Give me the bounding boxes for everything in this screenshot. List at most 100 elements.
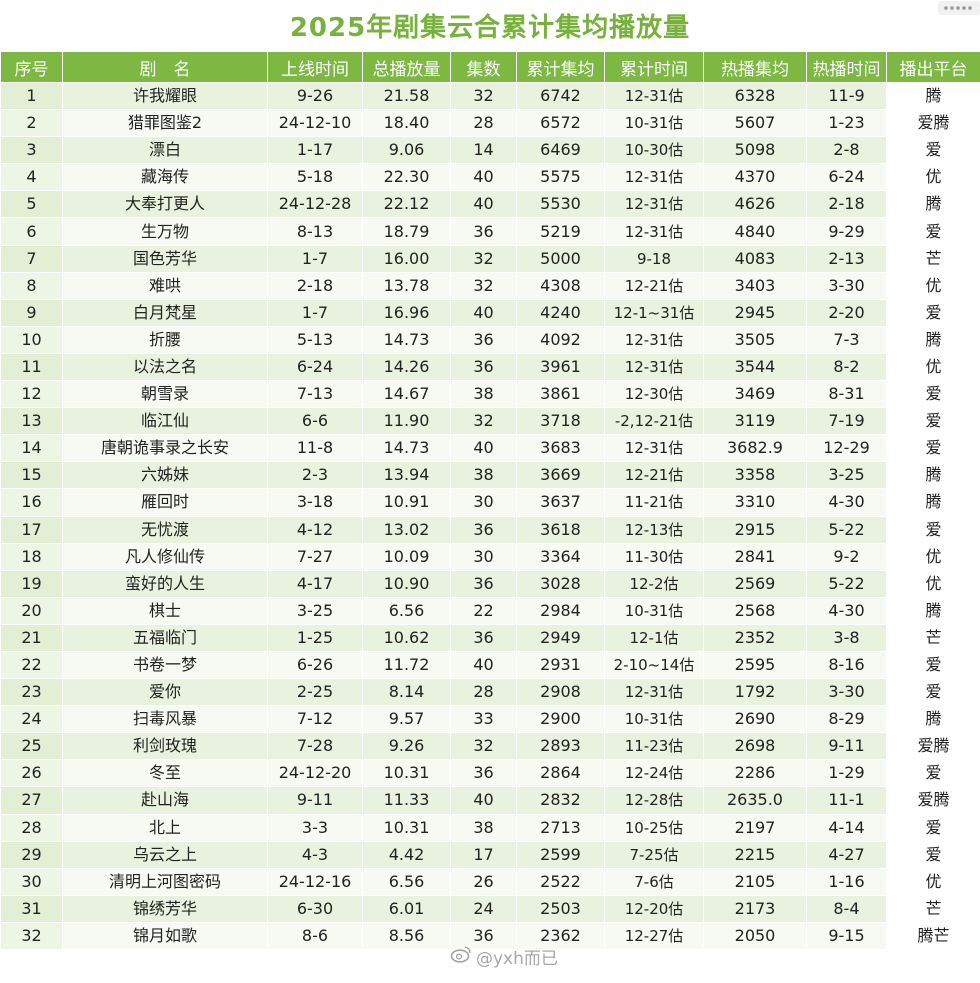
peak-time-cell: 9-29 [806,217,887,246]
cumulative-avg-cell: 3637 [516,488,605,517]
release-date-cell: 4-3 [267,840,363,869]
release-date-cell: 1-17 [267,136,363,165]
column-header: 上线时间 [267,51,363,83]
total-views-cell: 22.12 [362,190,451,219]
rank-cell: 21 [0,623,63,652]
rank-cell: 2 [0,109,63,138]
episodes-cell: 40 [450,786,517,815]
total-views-cell: 21.58 [362,81,451,111]
cumulative-time-cell: 12-31估 [604,325,704,354]
rank-cell: 27 [0,786,63,815]
cumulative-time-cell: 12-31估 [604,81,704,111]
platform-cell: 优 [886,352,980,382]
total-views-cell: 18.79 [362,217,451,246]
platform-cell: 优 [886,271,980,300]
episodes-cell: 24 [450,894,517,923]
cumulative-time-cell: 12-21估 [604,271,704,300]
release-date-cell: 8-6 [267,921,363,951]
cumulative-time-cell: 11-21估 [604,488,704,517]
cumulative-avg-cell: 5530 [516,190,605,219]
platform-cell: 腾 [886,190,980,219]
table-row: 32 锦月如歌 8-6 8.56 36 2362 12-27估 2050 9-15 腾芒 [0,921,980,951]
cumulative-avg-cell: 5575 [516,163,605,192]
platform-cell: 爱 [886,407,980,436]
rank-cell: 19 [0,569,63,598]
cumulative-time-cell: 12-20估 [604,894,704,923]
rank-cell: 9 [0,298,63,327]
platform-cell: 腾 [886,461,980,490]
cumulative-avg-cell: 3961 [516,352,605,382]
peak-time-cell: 2-8 [806,136,887,165]
total-views-cell: 16.96 [362,298,451,327]
ellipsis-icon[interactable] [938,0,980,19]
title-cell: 国色芳华 [62,244,268,273]
title-cell: 无忧渡 [62,515,268,544]
table-row: 16 雁回时 3-18 10.91 30 3637 11-21估 3310 4-30 腾 [0,488,980,517]
title-cell: 冬至 [62,759,268,788]
platform-cell: 腾 [886,488,980,517]
title-cell: 折腰 [62,325,268,354]
cumulative-time-cell: 11-30估 [604,542,704,571]
title-cell: 雁回时 [62,488,268,517]
table-row: 9 白月梵星 1-7 16.96 40 4240 12-1~31估 2945 2-20 爱 [0,298,980,327]
release-date-cell: 24-12-10 [267,109,363,138]
table-row: 20 棋士 3-25 6.56 22 2984 10-31估 2568 4-30 腾 [0,596,980,625]
title-cell: 生万物 [62,217,268,246]
column-header: 热播时间 [806,51,887,83]
table-row: 19 蛮好的人生 4-17 10.90 36 3028 12-2估 2569 5-22 优 [0,569,980,598]
table-row: 10 折腰 5-13 14.73 36 4092 12-31估 3505 7-3 腾 [0,325,980,354]
peak-time-cell: 4-30 [806,596,887,625]
total-views-cell: 22.30 [362,163,451,192]
cumulative-avg-cell: 3618 [516,515,605,544]
release-date-cell: 4-17 [267,569,363,598]
episodes-cell: 36 [450,759,517,788]
episodes-cell: 36 [450,352,517,382]
ranking-table: 序号剧 名上线时间 总播放量 集数 累计集均 累计时间 热播集均 热播时间 播出平台 1 许我耀… [0,51,980,951]
platform-cell: 爱 [886,515,980,544]
cumulative-time-cell: 2-10~14估 [604,650,704,680]
platform-cell: 爱 [886,759,980,788]
episodes-cell: 36 [450,623,517,652]
rank-cell: 25 [0,732,63,761]
peak-time-cell: 4-27 [806,840,887,869]
peak-avg-cell: 2197 [703,813,807,842]
peak-time-cell: 8-31 [806,380,887,409]
table-row: 13 临江仙 6-6 11.90 32 3718 -2,12-21估 3119 7-19 爱 [0,407,980,436]
title-cell: 猎罪图鉴2 [62,109,268,138]
total-views-cell: 6.56 [362,867,451,896]
peak-time-cell: 5-22 [806,515,887,544]
peak-avg-cell: 2568 [703,596,807,625]
rank-cell: 29 [0,840,63,869]
cumulative-avg-cell: 4308 [516,271,605,300]
peak-avg-cell: 1792 [703,678,807,707]
total-views-cell: 4.42 [362,840,451,869]
peak-time-cell: 11-9 [806,81,887,111]
platform-cell: 爱 [886,217,980,246]
peak-time-cell: 9-11 [806,732,887,761]
peak-avg-cell: 2841 [703,542,807,571]
cumulative-avg-cell: 2599 [516,840,605,869]
episodes-cell: 32 [450,407,517,436]
total-views-cell: 10.62 [362,623,451,652]
table-row: 25 利剑玫瑰 7-28 9.26 32 2893 11-23估 2698 9-11 爱腾 [0,732,980,761]
peak-time-cell: 4-30 [806,488,887,517]
episodes-cell: 36 [450,515,517,544]
platform-cell: 腾芒 [886,921,980,951]
platform-cell: 爱 [886,380,980,409]
column-header: 热播集均 [703,51,807,83]
total-views-cell: 10.31 [362,759,451,788]
title-cell: 藏海传 [62,163,268,192]
platform-cell: 爱腾 [886,786,980,815]
total-views-cell: 14.67 [362,380,451,409]
rank-cell: 30 [0,867,63,896]
cumulative-time-cell: 12-27估 [604,921,704,951]
peak-avg-cell: 3505 [703,325,807,354]
table-body: 1 许我耀眼 9-26 21.58 32 6742 12-31估 6328 11-9 腾 2 猎罪图鉴… [0,81,980,951]
peak-avg-cell: 2050 [703,921,807,951]
table-row: 7 国色芳华 1-7 16.00 32 5000 9-18 4083 2-13 芒 [0,244,980,273]
peak-avg-cell: 2286 [703,759,807,788]
peak-time-cell: 3-8 [806,623,887,652]
peak-time-cell: 12-29 [806,434,887,463]
peak-avg-cell: 4840 [703,217,807,246]
rank-cell: 31 [0,894,63,923]
